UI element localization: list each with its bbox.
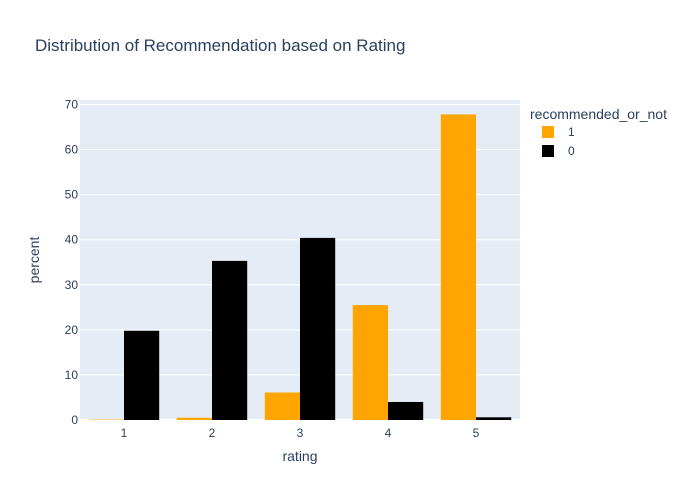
x-tick-label: 3 <box>297 426 304 440</box>
x-tick-label: 2 <box>209 426 216 440</box>
legend-title: recommended_or_not <box>530 106 667 122</box>
bars <box>88 114 512 420</box>
y-tick-label: 60 <box>65 143 79 157</box>
bar-series-1-rating-3 <box>264 392 300 420</box>
legend: recommended_or_not 1 0 <box>530 106 667 158</box>
y-tick-label: 0 <box>71 413 78 427</box>
y-axis-title: percent <box>26 237 42 284</box>
bar-series-1-rating-4 <box>352 305 388 420</box>
legend-swatch-1[interactable] <box>542 126 554 138</box>
y-tick-label: 70 <box>65 98 79 112</box>
y-tick-labels: 0 10 20 30 40 50 60 70 <box>65 98 79 427</box>
y-tick-label: 40 <box>65 233 79 247</box>
bar-series-0-rating-5 <box>476 417 512 420</box>
y-tick-label: 20 <box>65 323 79 337</box>
x-tick-label: 5 <box>473 426 480 440</box>
legend-label-1[interactable]: 1 <box>568 125 575 139</box>
y-tick-label: 30 <box>65 278 79 292</box>
bar-series-0-rating-1 <box>124 330 160 420</box>
x-axis-title: rating <box>282 448 317 464</box>
legend-label-0[interactable]: 0 <box>568 144 575 158</box>
bar-series-0-rating-3 <box>300 237 336 420</box>
chart-title: Distribution of Recommendation based on … <box>35 36 405 55</box>
legend-swatch-0[interactable] <box>542 145 554 157</box>
x-tick-label: 4 <box>385 426 392 440</box>
bar-series-0-rating-2 <box>212 260 248 420</box>
bar-series-1-rating-2 <box>176 417 212 420</box>
y-tick-label: 50 <box>65 188 79 202</box>
bar-series-1-rating-5 <box>440 114 476 420</box>
bar-series-0-rating-4 <box>388 401 424 420</box>
y-tick-label: 10 <box>65 368 79 382</box>
x-tick-label: 1 <box>121 426 128 440</box>
x-tick-labels: 1 2 3 4 5 <box>121 426 480 440</box>
